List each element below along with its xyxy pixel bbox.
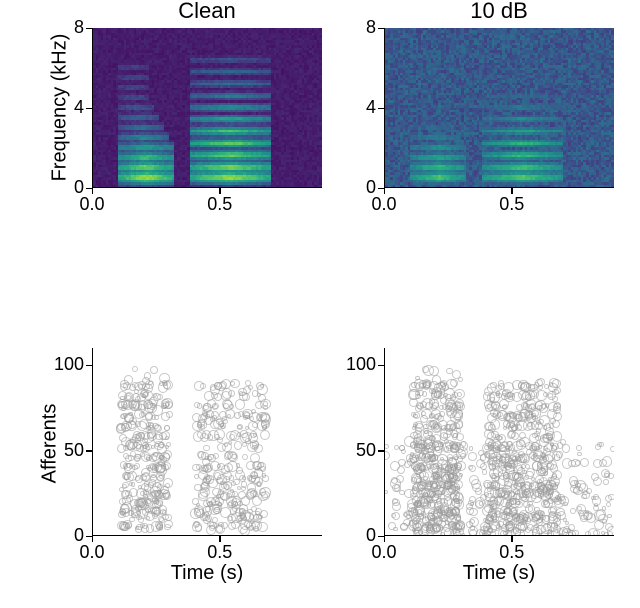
panel-clean-spectrogram <box>92 28 322 188</box>
title-10db: 10 dB <box>384 0 614 24</box>
figure-root: Clean 10 dB Frequency (kHz) Afferents Ti… <box>0 0 640 608</box>
title-clean: Clean <box>92 0 322 24</box>
plot-clean-spectrogram <box>92 28 322 188</box>
